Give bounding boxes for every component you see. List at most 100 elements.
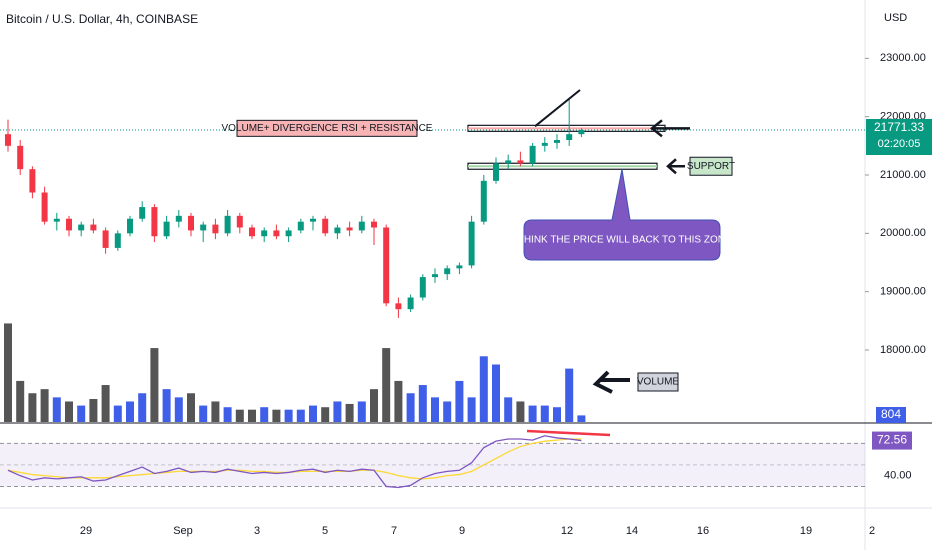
candle-body — [554, 140, 560, 143]
candle-body — [493, 163, 499, 181]
candle-body — [5, 134, 11, 146]
annotation: VOLUME+ DIVERGENCE RSI + RESISTANCE — [222, 123, 433, 134]
y-tick-label: 23000.00 — [880, 52, 926, 64]
candle-body — [200, 224, 207, 231]
volume-bar — [309, 405, 317, 422]
candle-body — [41, 192, 48, 222]
volume-bar — [4, 323, 12, 422]
candle-body — [297, 221, 304, 231]
arrow — [649, 119, 690, 138]
candle-body — [578, 130, 585, 135]
volume-bar — [52, 397, 61, 422]
candle-body — [236, 215, 243, 228]
annotation: VOLUME — [637, 377, 680, 388]
candle-body — [102, 230, 109, 248]
rsi-tick-label: 40.00 — [884, 470, 912, 482]
countdown: 02:20:05 — [878, 138, 921, 150]
candle-body — [322, 218, 329, 234]
x-tick-label: Sep — [173, 525, 193, 537]
volume-bar — [77, 405, 86, 422]
volume-last-box — [876, 407, 906, 423]
volume-bar — [504, 397, 513, 422]
x-tick-label: 7 — [391, 525, 397, 537]
volume-bar — [321, 407, 330, 422]
last-price-label: 21771.33 — [874, 120, 924, 134]
candle-body — [53, 218, 60, 222]
volume-bar — [16, 380, 25, 422]
x-tick-label: 14 — [626, 525, 638, 537]
volume-bar — [553, 407, 561, 422]
volume-bar — [284, 409, 293, 422]
rsi-band — [0, 443, 865, 487]
rsi-values — [7, 435, 582, 489]
y-tick-label: 18000.00 — [880, 344, 926, 356]
volume-bar — [248, 409, 256, 422]
candle-body — [395, 303, 402, 310]
candle-body — [383, 227, 390, 304]
candle-body — [163, 221, 170, 237]
candle-body — [188, 215, 194, 231]
volume-bar — [65, 401, 73, 422]
candle-body — [310, 218, 316, 222]
rsi-divergence — [526, 429, 611, 437]
candle-body — [66, 218, 72, 231]
candle-body — [212, 224, 219, 234]
volume-bar — [479, 356, 488, 422]
candle-body — [285, 230, 292, 237]
volume-bar — [89, 399, 98, 422]
volume-bar — [565, 368, 574, 422]
arrow — [666, 158, 685, 175]
volume-bar — [162, 389, 171, 422]
candle-body — [334, 227, 341, 234]
volume-bar — [187, 393, 195, 422]
candle-body — [273, 230, 280, 237]
volume-bar — [174, 397, 183, 422]
volume-bar — [40, 389, 49, 422]
volume-bar — [101, 385, 110, 422]
x-tick-label: 5 — [322, 525, 328, 537]
volume-bar — [528, 405, 537, 422]
candle-body — [468, 221, 475, 266]
candle-body — [505, 160, 512, 164]
volume-bar — [296, 409, 305, 422]
candle-body — [175, 215, 182, 222]
volume-last-label: 804 — [881, 407, 901, 421]
volume-bar — [540, 405, 549, 422]
candle-body — [541, 142, 548, 146]
candle-body — [371, 221, 377, 228]
volume-bar — [223, 407, 232, 422]
candle-body — [78, 224, 85, 231]
x-tick-label: 2 — [869, 525, 875, 537]
candle-body — [529, 145, 536, 164]
volume-bar — [382, 348, 391, 422]
volume-bar — [211, 401, 220, 422]
candle-body — [517, 160, 524, 164]
volume-bar — [260, 407, 269, 422]
candle-body — [432, 274, 438, 278]
candle-body — [419, 277, 426, 298]
annotation: I THINK THE PRICE WILL BACK TO THIS ZONE — [512, 235, 732, 246]
rsi-last-label: 72.56 — [877, 433, 907, 447]
candle-body — [261, 230, 268, 237]
volume-bar — [492, 364, 500, 422]
candle-body — [456, 265, 463, 269]
currency: USD — [884, 12, 907, 24]
annotation-box — [236, 119, 418, 137]
volume-bar — [272, 409, 281, 422]
candle-body — [224, 215, 231, 234]
x-tick-label: 29 — [80, 525, 92, 537]
volume-bar — [467, 397, 476, 422]
candle-body — [17, 145, 24, 170]
candle-body — [346, 227, 353, 231]
annotation: SUPPORT — [687, 161, 735, 172]
volume-bar — [516, 401, 525, 422]
volume-bar — [394, 380, 403, 422]
volume-bar — [406, 393, 415, 422]
volume-bar — [113, 405, 122, 422]
candle-body — [139, 207, 146, 219]
candle-body — [127, 218, 133, 234]
volume-bar — [333, 401, 342, 422]
volume-bar — [150, 348, 159, 422]
